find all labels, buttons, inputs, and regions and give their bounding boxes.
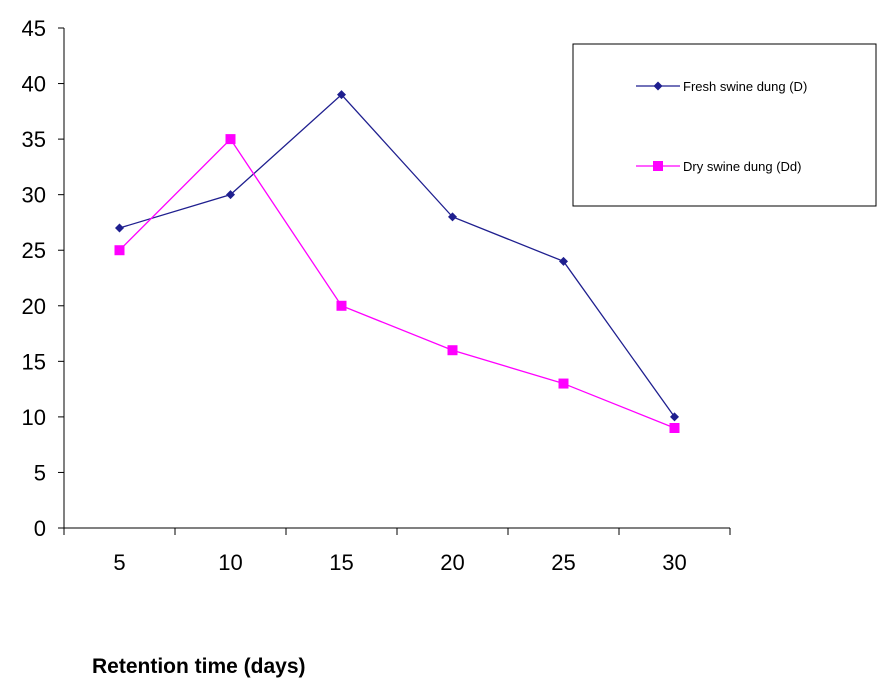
series — [114, 90, 680, 433]
data-point — [447, 345, 458, 356]
data-point — [448, 212, 457, 222]
data-point — [115, 223, 124, 233]
series-line — [119, 138, 675, 429]
x-tick-label: 15 — [329, 550, 353, 575]
data-point — [226, 190, 235, 200]
series-1 — [115, 90, 679, 422]
legend-label: Dry swine dung (Dd) — [683, 159, 802, 174]
y-tick-label: 5 — [34, 460, 46, 485]
data-point — [670, 412, 679, 422]
legend-label: Fresh swine dung (D) — [683, 79, 807, 94]
x-tick-label: 25 — [551, 550, 575, 575]
x-tick-label: 20 — [440, 550, 464, 575]
legend-marker — [653, 161, 663, 171]
series-line — [119, 93, 676, 418]
y-tick-label: 0 — [34, 516, 46, 541]
y-tick-label: 20 — [22, 294, 46, 319]
x-tick-label: 30 — [662, 550, 686, 575]
legend: Fresh swine dung (D) Dry swine dung (Dd) — [572, 43, 877, 207]
y-axis-ticks: 0 5 10 15 20 25 30 35 40 45 — [22, 16, 64, 541]
series-2 — [114, 134, 680, 433]
x-tick-label: 5 — [113, 550, 125, 575]
data-point — [114, 245, 125, 256]
y-tick-label: 25 — [22, 238, 46, 263]
y-tick-label: 10 — [22, 405, 46, 430]
data-point — [337, 90, 346, 100]
legend-marker — [653, 81, 663, 91]
y-tick-label: 35 — [22, 127, 46, 152]
x-tick-label: 10 — [218, 550, 242, 575]
data-point — [559, 256, 568, 266]
legend-entry: Fresh swine dung (D) — [636, 79, 807, 94]
y-tick-label: 45 — [22, 16, 46, 41]
y-tick-label: 30 — [22, 183, 46, 208]
data-point — [336, 300, 347, 311]
data-point — [669, 423, 680, 433]
data-point — [558, 378, 569, 389]
x-axis-ticks: 5 10 15 20 25 30 — [63, 528, 731, 575]
y-tick-label: 40 — [22, 72, 46, 97]
x-axis-label: Retention time (days) — [92, 655, 306, 678]
data-point — [225, 134, 236, 145]
legend-entry: Dry swine dung (Dd) — [636, 159, 802, 174]
y-tick-label: 15 — [22, 349, 46, 374]
legend-box — [572, 43, 877, 207]
